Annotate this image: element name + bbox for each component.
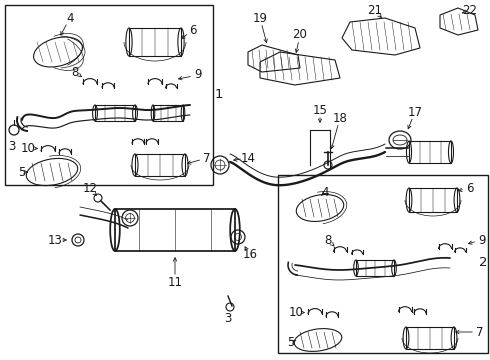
Text: 8: 8 [72, 66, 79, 78]
Text: 10: 10 [289, 306, 303, 319]
Bar [409, 188, 457, 212]
Bar [95, 105, 135, 121]
Text: 11: 11 [168, 275, 182, 288]
Text: 22: 22 [463, 4, 477, 17]
Text: 3: 3 [224, 311, 232, 324]
Text: 16: 16 [243, 248, 258, 261]
Text: 9: 9 [194, 68, 202, 81]
Text: 1: 1 [215, 89, 223, 102]
Text: 4: 4 [66, 12, 74, 24]
Bar [115, 209, 235, 251]
Text: 19: 19 [252, 12, 268, 24]
Text: 7: 7 [203, 152, 211, 165]
Text: 3: 3 [8, 140, 16, 153]
Text: 10: 10 [21, 141, 35, 154]
Text: 4: 4 [321, 185, 329, 198]
Text: 15: 15 [313, 104, 327, 117]
Bar [129, 28, 181, 56]
Bar [5, 5, 213, 185]
Text: 13: 13 [48, 234, 62, 247]
Text: 20: 20 [293, 28, 307, 41]
Text: 9: 9 [478, 234, 486, 247]
Bar [278, 175, 488, 353]
Text: 6: 6 [189, 23, 197, 36]
Text: 18: 18 [333, 112, 347, 125]
Text: 5: 5 [18, 166, 25, 179]
Text: 7: 7 [476, 325, 484, 338]
Text: 17: 17 [408, 105, 422, 118]
Text: 12: 12 [82, 181, 98, 194]
Text: 8: 8 [324, 234, 332, 247]
Text: 2: 2 [479, 256, 487, 270]
Bar [356, 260, 394, 276]
Text: 6: 6 [466, 181, 474, 194]
Text: 14: 14 [241, 152, 255, 165]
Text: 21: 21 [368, 4, 383, 17]
Bar [406, 327, 454, 349]
Bar [153, 105, 183, 121]
Text: 5: 5 [287, 336, 294, 348]
Bar [135, 154, 185, 176]
Bar [409, 141, 451, 163]
